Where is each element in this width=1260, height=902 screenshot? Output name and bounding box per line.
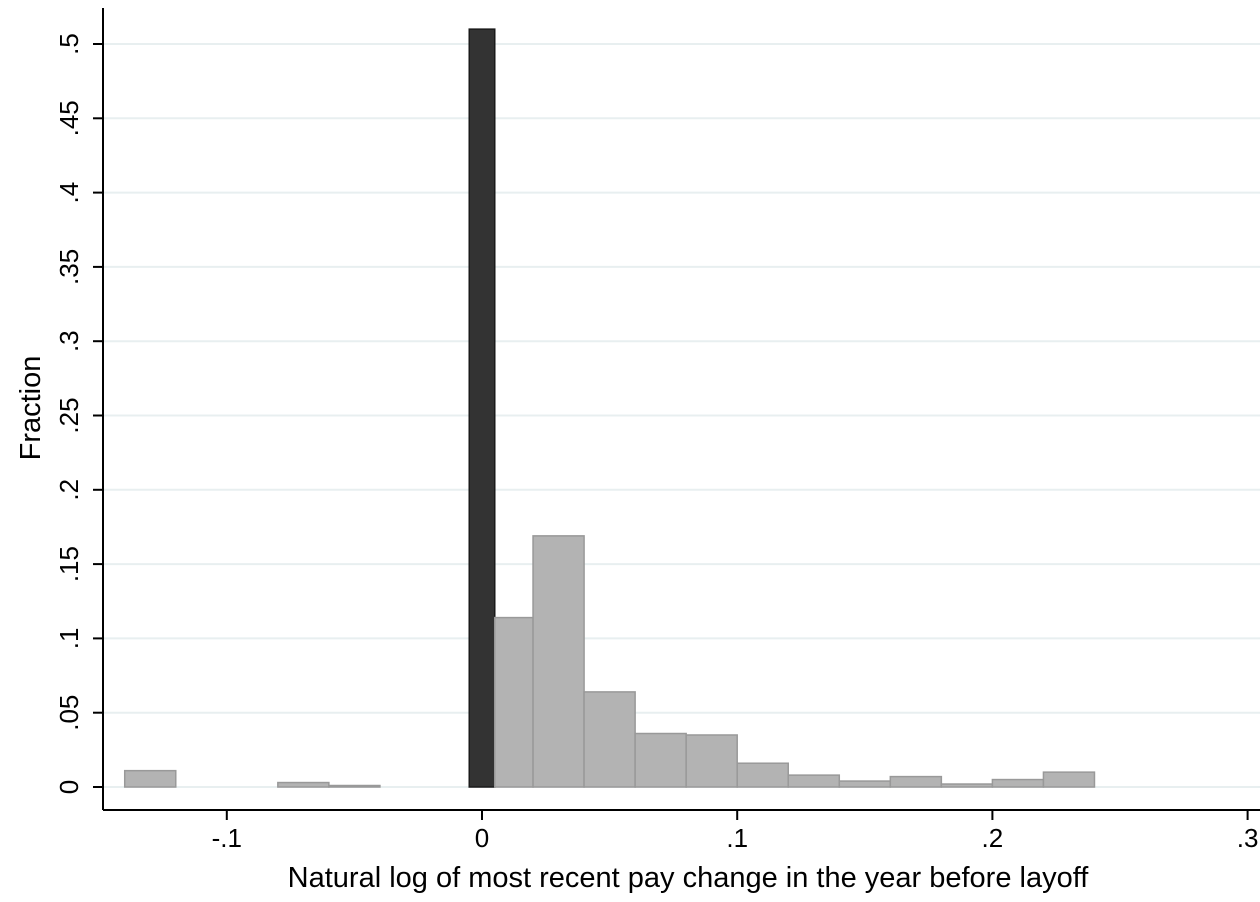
- y-tick-label: .2: [54, 479, 84, 501]
- bar-10: [787, 774, 841, 788]
- x-tick-label: 0: [475, 823, 489, 853]
- bar-15: [1042, 771, 1096, 788]
- bar-14: [991, 778, 1045, 788]
- x-tick-label: .3: [1237, 823, 1259, 853]
- y-tick-label: .05: [54, 695, 84, 731]
- y-tick-label: .4: [54, 182, 84, 204]
- y-tick-label: .25: [54, 397, 84, 433]
- axes: [102, 8, 1260, 811]
- bar-9: [736, 762, 789, 788]
- x-tick-label: -.1: [212, 823, 242, 853]
- y-tick-label: .3: [54, 330, 84, 352]
- bar-7: [634, 732, 687, 788]
- bar-5: [532, 535, 585, 788]
- bar-12: [889, 775, 943, 788]
- bar-11: [838, 780, 892, 788]
- bar-13: [940, 783, 994, 788]
- bar-highlight-zero: [468, 28, 496, 788]
- y-tick-label: .1: [54, 628, 84, 650]
- y-axis-title: Fraction: [15, 356, 47, 461]
- y-tick-label: .35: [54, 249, 84, 285]
- bar-6: [583, 691, 636, 788]
- x-axis-title: Natural log of most recent pay change in…: [288, 862, 1090, 894]
- x-tick-label: .1: [726, 823, 748, 853]
- bars: [123, 28, 1096, 788]
- y-tick-label: .15: [54, 546, 84, 582]
- bar-8: [685, 734, 738, 788]
- ticks: 0 .05 .1 .15 .2 .25 .3 .35 .4 .45 .5 -.1 0 .1 .2 .3: [54, 33, 1258, 853]
- y-tick-label: .5: [54, 33, 84, 55]
- y-tick-label: 0: [54, 780, 84, 794]
- x-tick-label: .2: [982, 823, 1004, 853]
- bar-4: [494, 616, 534, 788]
- grid-lines: [103, 43, 1260, 788]
- y-tick-label: .45: [54, 100, 84, 136]
- bar-0: [123, 769, 177, 788]
- bar-1: [277, 781, 330, 788]
- bar-2: [328, 784, 381, 788]
